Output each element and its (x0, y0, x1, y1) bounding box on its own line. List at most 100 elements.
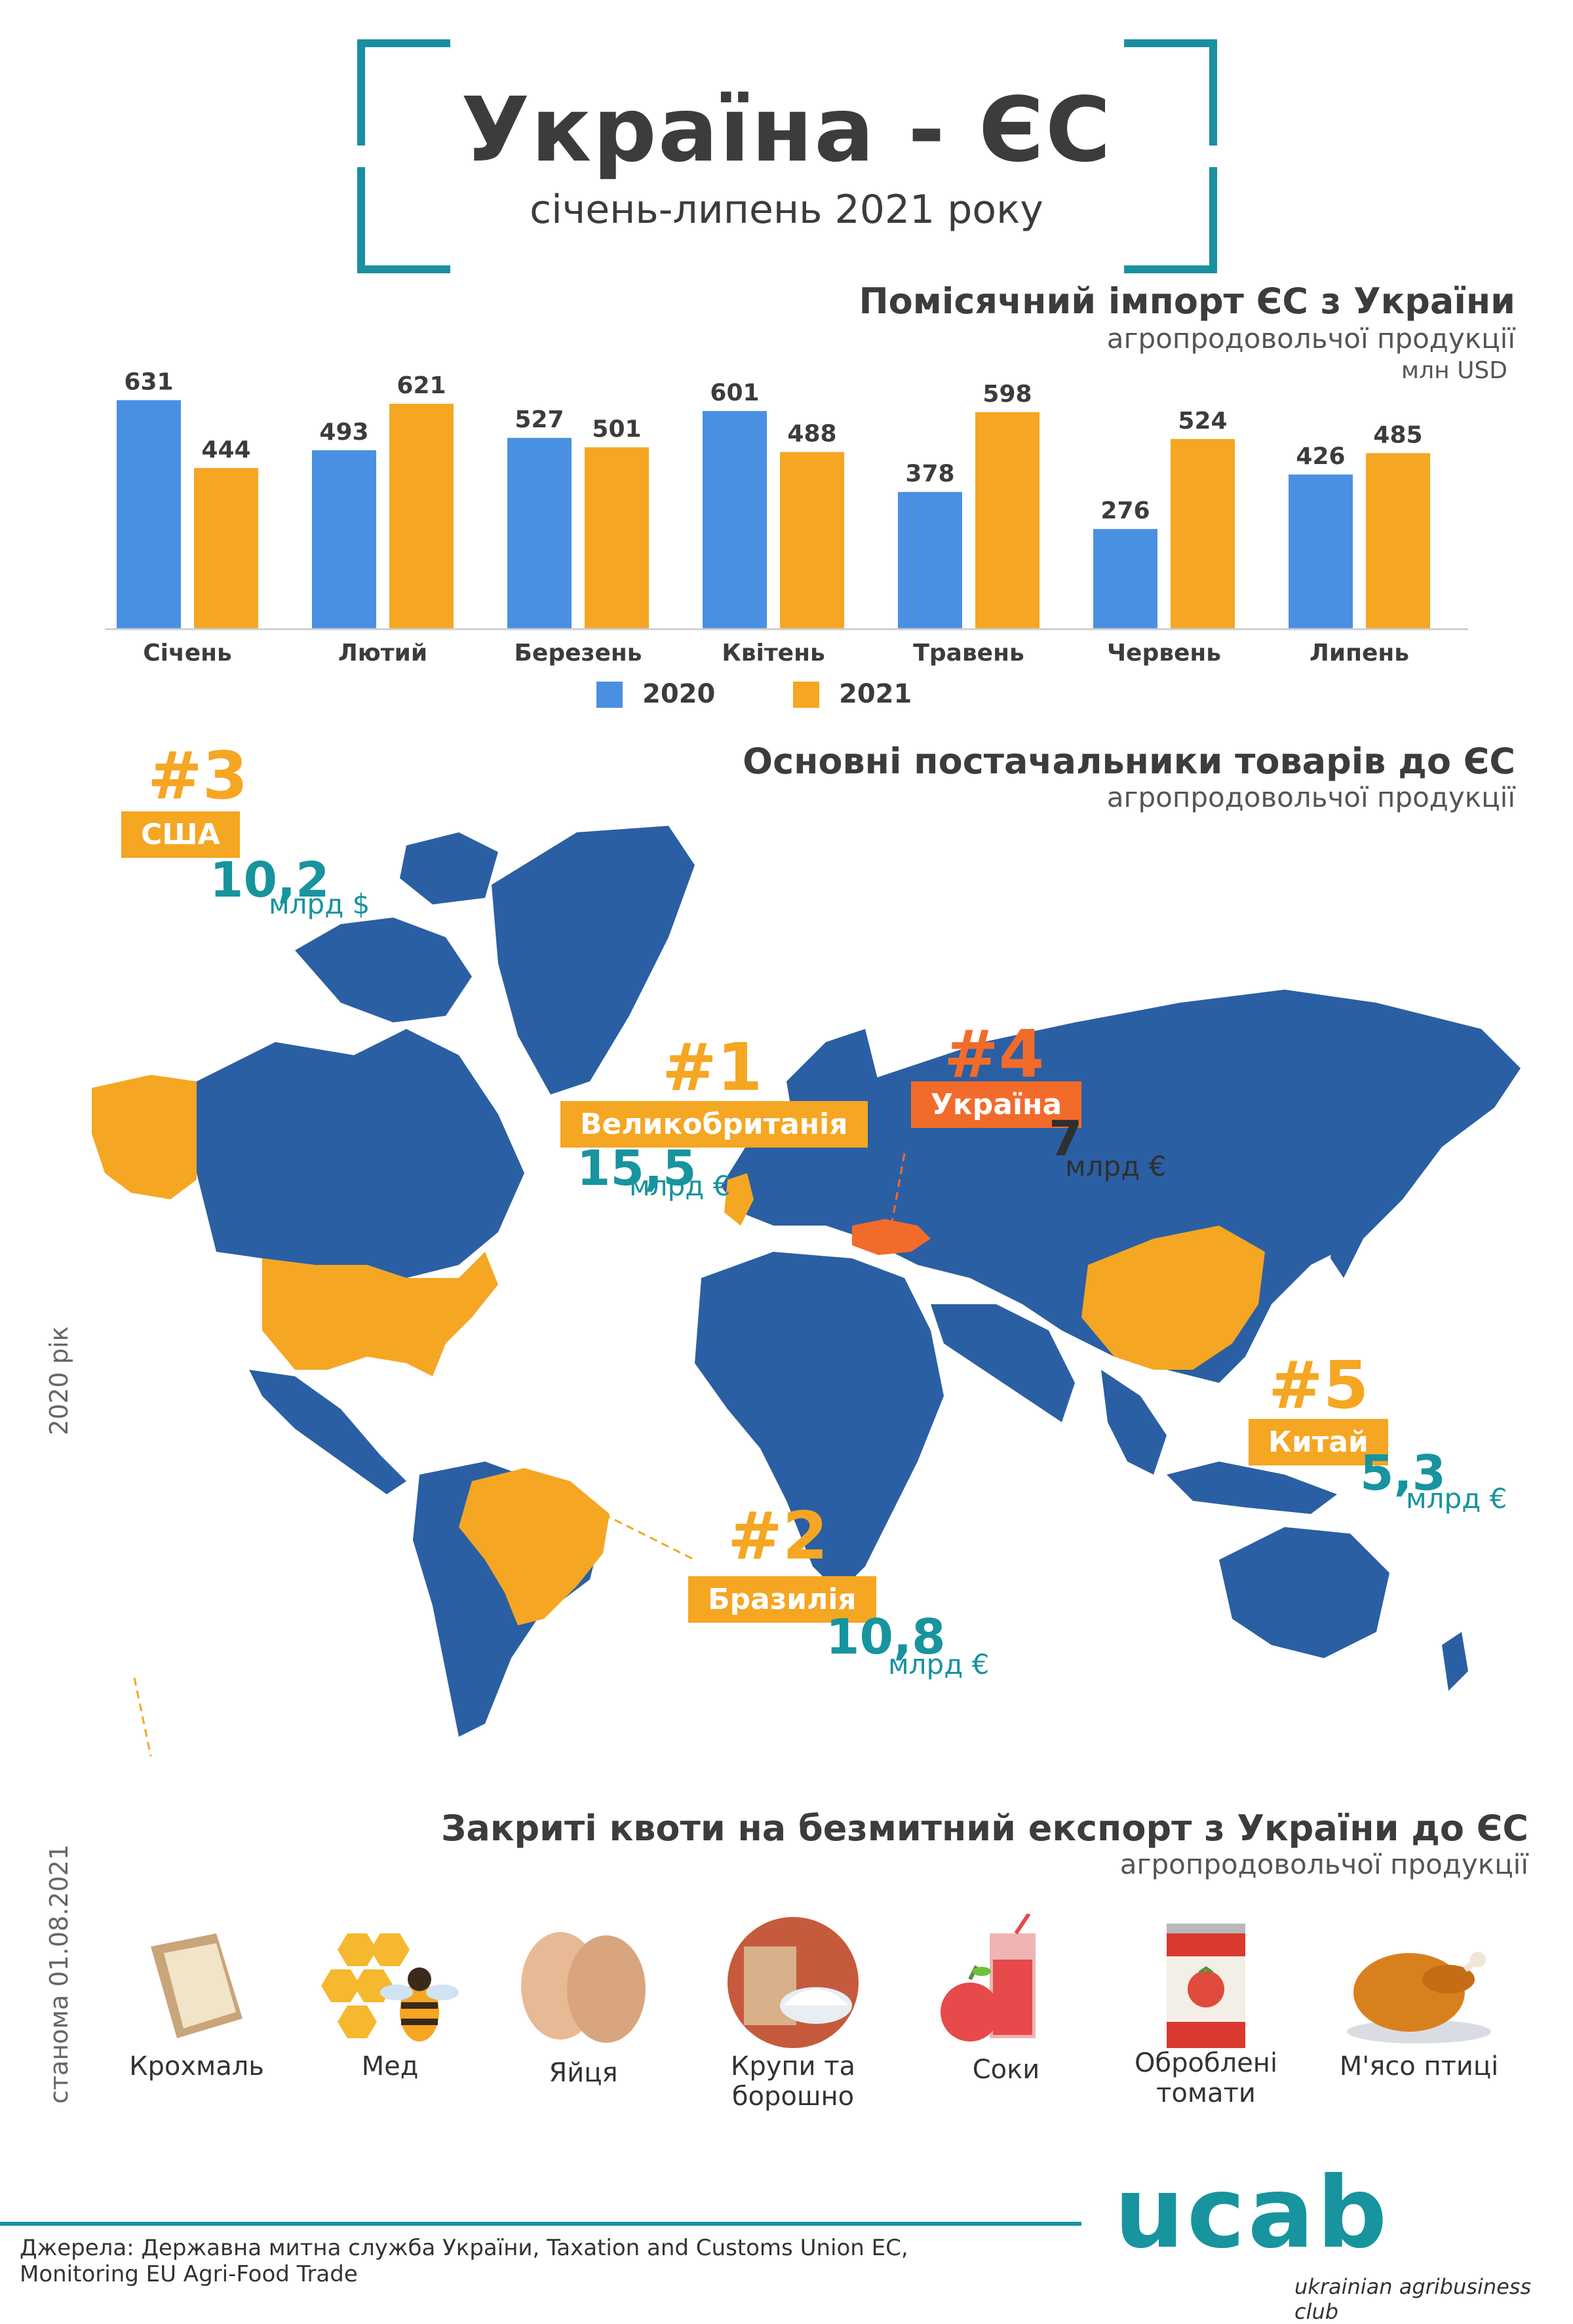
brazil (459, 1468, 610, 1625)
monthly-chart-unit: млн USD (1401, 357, 1507, 384)
uk (724, 1173, 754, 1226)
suppliers-title: Основні постачальники товарів до ЄС (743, 741, 1515, 782)
leader-brazil (602, 1513, 695, 1561)
quota-label-poultry: М'ясо птиці (1339, 2051, 1499, 2082)
greenland (492, 826, 695, 1094)
value-china: 5,3 (1360, 1445, 1447, 1501)
x-tick-label-5: Червень (1107, 640, 1221, 667)
value-ukraine: 7 (1049, 1111, 1083, 1167)
bar-2020-2 (507, 438, 572, 629)
bar-2021-1 (389, 404, 454, 629)
usa-mainland (262, 1252, 498, 1376)
data-label-2020-4: 378 (905, 461, 954, 488)
bar-2020-6 (1289, 474, 1353, 629)
data-label-2021-2: 501 (592, 416, 641, 443)
data-label-2021-0: 444 (201, 436, 250, 463)
data-label-2020-6: 426 (1296, 443, 1345, 470)
quota-label-eggs: Яйця (549, 2058, 618, 2088)
rank-brazil: #2 (728, 1498, 828, 1574)
alaska-usa (92, 1075, 197, 1199)
bracket-top-right (1124, 39, 1217, 145)
bar-2020-5 (1093, 529, 1157, 629)
ukraine-country (852, 1219, 931, 1255)
legend-swatch-2020 (596, 682, 623, 708)
quota-label-tomatoes: Оброблені томати (1134, 2048, 1278, 2108)
suppliers-subtitle: агропродовольчої продукції (1106, 781, 1515, 813)
bar-2020-4 (898, 492, 962, 629)
page-subtitle: січень-липень 2021 року (530, 187, 1043, 233)
x-tick-label-6: Липень (1310, 640, 1409, 667)
quotas-title: Закриті квоти на безмитний експорт з Укр… (441, 1808, 1528, 1849)
x-tick-label-0: Січень (143, 640, 232, 667)
source-line-2: Monitoring EU Agri-Food Trade (20, 2261, 358, 2287)
bar-2021-2 (585, 447, 649, 629)
data-label-2021-1: 621 (397, 372, 446, 399)
unit-uk: млрд € (629, 1170, 731, 1202)
monthly-chart-title: Помісячний імпорт ЄС з України (859, 281, 1515, 322)
badge-ukraine: Україна (911, 1081, 1082, 1128)
legend-swatch-2021 (793, 682, 819, 708)
bar-2021-6 (1366, 453, 1430, 629)
rank-ukraine: #4 (944, 1016, 1045, 1093)
data-label-2020-1: 493 (319, 419, 368, 446)
legend-label-2021: 2021 (839, 679, 912, 709)
x-tick-label-1: Лютий (338, 640, 427, 667)
page-title: Україна - ЄС (461, 79, 1112, 182)
bar-2020-0 (117, 400, 181, 629)
china (1081, 1226, 1265, 1370)
monthly-bar-chart: 631 444 Січень 493 621 Лютий 527 501 Березень 601… (105, 369, 1468, 667)
starch-bag-icon (151, 1933, 243, 2038)
bracket-bottom-left (357, 167, 450, 273)
badge-uk: Великобританія (560, 1101, 868, 1148)
bar-2021-5 (1171, 438, 1235, 629)
australia (1219, 1527, 1389, 1658)
data-label-2021-5: 524 (1178, 408, 1227, 435)
bar-2020-3 (703, 411, 767, 629)
unit-usa: млрд $ (269, 888, 370, 920)
data-label-2020-0: 631 (124, 369, 173, 396)
unit-ukraine: млрд € (1065, 1150, 1167, 1182)
value-usa: 10,2 (210, 852, 330, 908)
ucab-logo: ucab (1114, 2156, 1390, 2270)
quota-label-starch: Крохмаль (129, 2051, 264, 2082)
data-label-2021-4: 598 (982, 381, 1032, 408)
africa (695, 1252, 944, 1593)
legend-label-2020: 2020 (642, 679, 716, 709)
quota-label-cereals: Крупи та борошно (730, 2051, 856, 2112)
bracket-bottom-right (1124, 167, 1217, 273)
new-zealand (1442, 1632, 1468, 1691)
juice-icon (941, 1914, 1036, 2042)
indonesia (1167, 1462, 1337, 1514)
data-label-2021-6: 485 (1373, 421, 1422, 448)
quotas-date-label: станома 01.08.2021 (45, 1844, 73, 2104)
value-uk: 15,5 (577, 1140, 697, 1197)
honey-bee-icon (321, 1933, 459, 2042)
data-label-2021-3: 488 (787, 421, 836, 448)
source-line-1: Джерела: Державна митна служба України, … (20, 2235, 908, 2261)
badge-brazil: Бразилія (688, 1576, 876, 1623)
rank-uk: #1 (662, 1029, 763, 1106)
rank-usa: #3 (147, 737, 248, 814)
quotas-subtitle: агропродовольчої продукції (1119, 1848, 1528, 1880)
bar-2021-4 (975, 412, 1039, 629)
value-brazil: 10,8 (826, 1609, 946, 1665)
japan (1330, 1186, 1363, 1278)
data-label-2020-3: 601 (710, 379, 759, 406)
x-tick-label-4: Травень (913, 640, 1024, 667)
bar-2021-0 (194, 468, 258, 629)
canned-tomatoes-icon (1167, 1924, 1245, 2048)
unit-china: млрд € (1406, 1482, 1507, 1515)
x-tick-label-3: Квітень (722, 640, 825, 667)
data-label-2020-5: 276 (1100, 497, 1150, 524)
arctic-islands (295, 832, 688, 1022)
x-tick-label-2: Березень (514, 640, 642, 667)
unit-brazil: млрд € (888, 1648, 990, 1680)
quota-label-honey: Мед (361, 2051, 419, 2082)
bar-2021-3 (780, 452, 844, 629)
cereals-flour-icon (728, 1917, 859, 2048)
bar-2020-1 (312, 450, 376, 629)
data-label-2020-2: 527 (515, 406, 564, 433)
badge-usa: США (121, 811, 240, 858)
canada (197, 1029, 524, 1278)
bracket-top-left (357, 39, 450, 145)
